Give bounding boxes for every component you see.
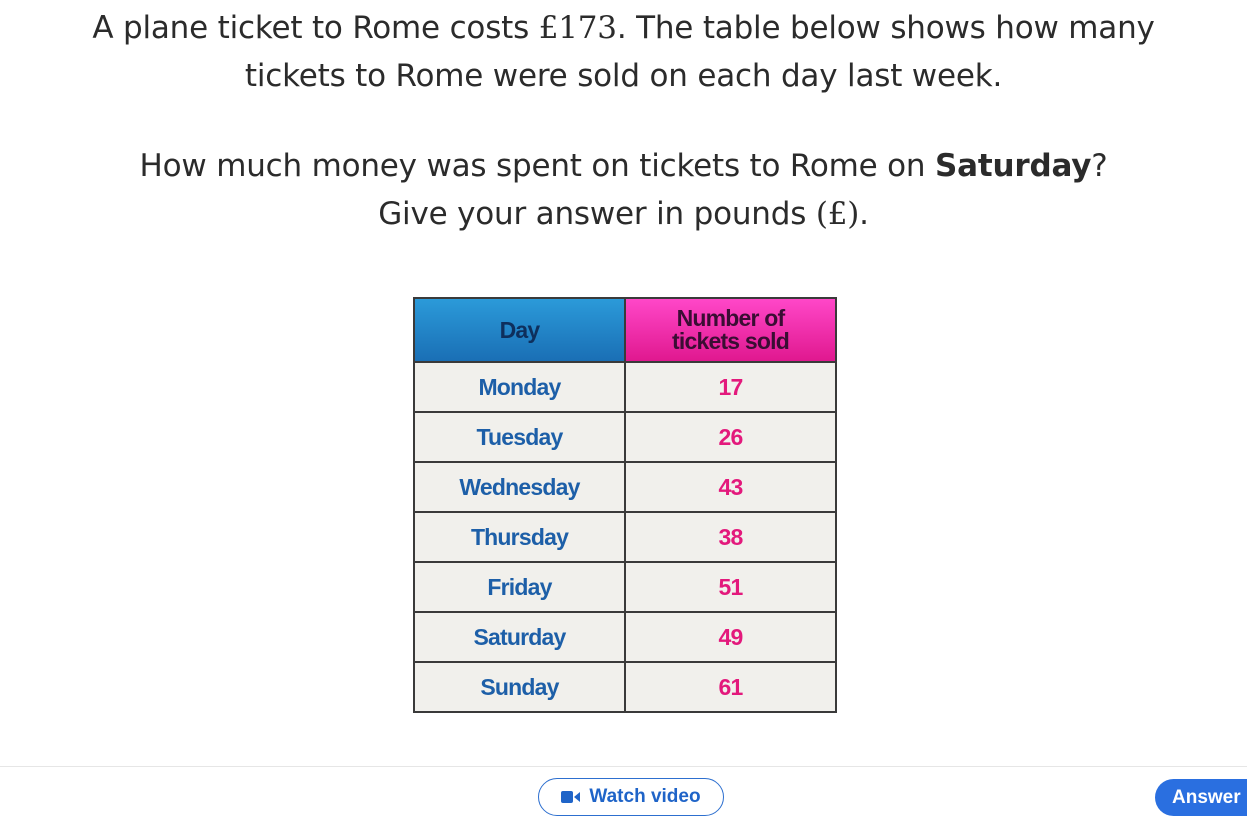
- tickets-cell: 61: [624, 661, 837, 713]
- day-cell: Monday: [413, 361, 626, 413]
- tickets-cell: 43: [624, 461, 837, 513]
- day-cell: Thursday: [413, 511, 626, 563]
- question-text-part: A plane ticket to Rome costs: [92, 10, 539, 46]
- answer-button[interactable]: Answer: [1155, 779, 1247, 816]
- question-line-1: A plane ticket to Rome costs £173. The t…: [0, 4, 1247, 52]
- question-text-part: . The table below shows how many: [616, 10, 1155, 46]
- table-body: Monday 17 Tuesday 26 Wednesday 43 Thursday 38 Fr…: [413, 361, 837, 713]
- question-text-part: ?: [1091, 148, 1108, 184]
- question-line-2: tickets to Rome were sold on each day la…: [244, 58, 1003, 94]
- table-header-row: Day Number of tickets sold: [413, 297, 837, 363]
- day-cell: Sunday: [413, 661, 626, 713]
- currency-symbol: (£): [815, 196, 860, 232]
- answer-label: Answer: [1172, 786, 1241, 808]
- watch-video-button[interactable]: Watch video: [538, 778, 724, 816]
- question-line-4: Give your answer in pounds (£).: [0, 190, 1247, 238]
- question-line-3: How much money was spent on tickets to R…: [0, 142, 1247, 190]
- header-tickets: Number of tickets sold: [624, 297, 837, 363]
- footer-divider: [0, 766, 1247, 767]
- question-text-part: .: [859, 196, 869, 232]
- video-camera-icon: [561, 790, 581, 804]
- question-text-part: How much money was spent on tickets to R…: [139, 148, 936, 184]
- tickets-table: Day Number of tickets sold Monday 17 Tuesda…: [413, 297, 837, 713]
- table-row: Wednesday 43: [413, 461, 837, 513]
- day-cell: Saturday: [413, 611, 626, 663]
- question-text-part: Give your answer in pounds: [378, 196, 816, 232]
- header-day: Day: [413, 297, 626, 363]
- question-day-emphasis: Saturday: [935, 148, 1092, 184]
- day-cell: Friday: [413, 561, 626, 613]
- tickets-cell: 17: [624, 361, 837, 413]
- table-row: Saturday 49: [413, 611, 837, 663]
- table-row: Thursday 38: [413, 511, 837, 563]
- watch-video-label: Watch video: [589, 786, 701, 807]
- table-row: Tuesday 26: [413, 411, 837, 463]
- tickets-cell: 38: [624, 511, 837, 563]
- tickets-cell: 51: [624, 561, 837, 613]
- header-tickets-label: Number of tickets sold: [672, 305, 790, 354]
- tickets-cell: 26: [624, 411, 837, 463]
- table-row: Monday 17: [413, 361, 837, 413]
- question-text: A plane ticket to Rome costs £173. The t…: [0, 0, 1247, 238]
- day-cell: Tuesday: [413, 411, 626, 463]
- day-cell: Wednesday: [413, 461, 626, 513]
- ticket-price: £173: [538, 10, 617, 46]
- table-row: Friday 51: [413, 561, 837, 613]
- table-row: Sunday 61: [413, 661, 837, 713]
- tickets-cell: 49: [624, 611, 837, 663]
